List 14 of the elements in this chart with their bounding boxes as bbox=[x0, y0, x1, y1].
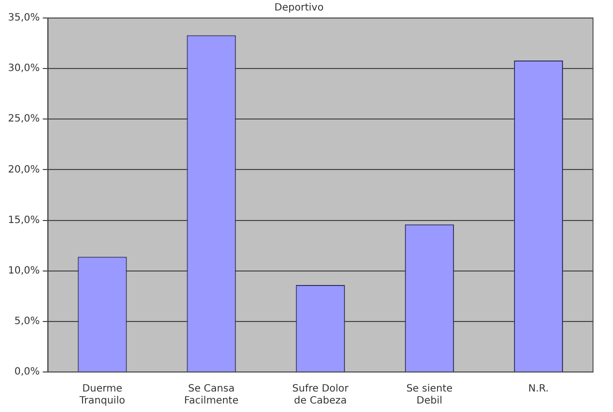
y-tick-label: 0,0% bbox=[14, 366, 40, 378]
x-tick-label: Duerme Tranquilo bbox=[78, 384, 126, 407]
y-tick-label: 10,0% bbox=[8, 265, 40, 276]
y-tick-label: 20,0% bbox=[8, 164, 40, 176]
y-tick-label: 5,0% bbox=[14, 316, 40, 328]
y-tick-label: 35,0% bbox=[8, 12, 40, 24]
x-tick-label: Se Cansa Facilmente bbox=[184, 384, 238, 407]
x-tick-label: Se siente Debil bbox=[406, 384, 453, 407]
x-tick-label: N.R. bbox=[528, 384, 549, 395]
y-tick-label: 15,0% bbox=[8, 214, 40, 226]
x-tick-label: Sufre Dolor de Cabeza bbox=[292, 384, 350, 407]
y-tick-label: 25,0% bbox=[8, 114, 40, 125]
y-tick-label: 30,0% bbox=[8, 63, 40, 74]
chart-title: Deportivo bbox=[274, 2, 324, 14]
